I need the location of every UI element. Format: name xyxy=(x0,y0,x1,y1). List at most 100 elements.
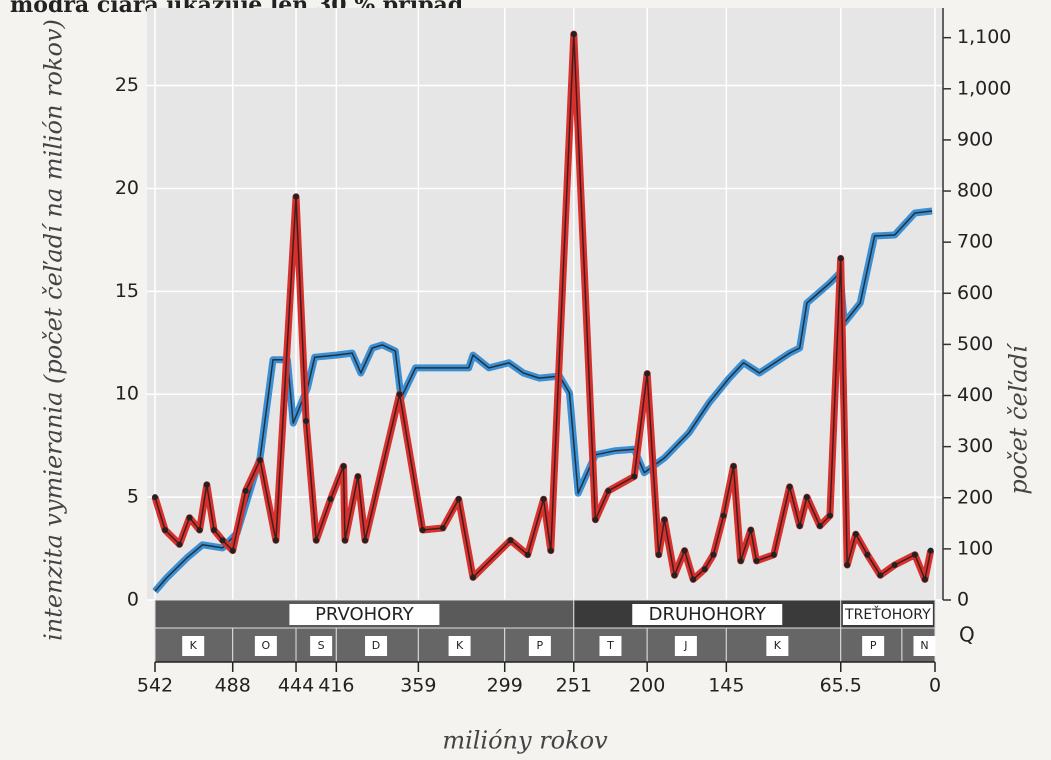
data-point xyxy=(690,576,696,582)
data-point xyxy=(456,496,462,502)
y-tick-label: 15 xyxy=(115,280,139,302)
data-point xyxy=(827,513,833,519)
data-point xyxy=(702,566,708,572)
y2-tick-label: 1,100 xyxy=(957,26,1011,48)
period-label: T xyxy=(606,639,614,652)
data-point xyxy=(838,255,844,261)
data-point xyxy=(362,537,368,543)
x-tick-label: 299 xyxy=(487,675,523,697)
era-label: DRUHOHORY xyxy=(649,604,767,625)
data-point xyxy=(787,484,793,490)
data-point xyxy=(771,552,777,558)
y2-tick-label: 200 xyxy=(957,486,993,508)
data-point xyxy=(922,576,928,582)
period-label: K xyxy=(456,639,464,652)
y2-tick-label: 600 xyxy=(957,282,993,304)
data-point xyxy=(592,517,598,523)
data-point xyxy=(644,371,650,377)
y2-tick-label: 300 xyxy=(957,435,993,457)
y-axis-label: intenzita vymierania (počet čeľadí na mi… xyxy=(40,19,68,641)
era-label: TREŤOHORY xyxy=(844,606,931,623)
data-point xyxy=(187,515,193,521)
data-point xyxy=(440,525,446,531)
data-point xyxy=(243,488,249,494)
data-point xyxy=(341,463,347,469)
y2-tick-label: 0 xyxy=(957,589,969,611)
period-label: P xyxy=(537,639,544,652)
data-point xyxy=(631,474,637,480)
data-point xyxy=(710,552,716,558)
data-point xyxy=(230,548,236,554)
period-label: S xyxy=(318,639,325,652)
data-point xyxy=(817,523,823,529)
data-point xyxy=(864,552,870,558)
data-point xyxy=(804,494,810,500)
data-point xyxy=(661,517,667,523)
y2-tick-label: 400 xyxy=(957,384,993,406)
x-tick-label: 145 xyxy=(708,675,744,697)
data-point xyxy=(313,537,319,543)
period-label: D xyxy=(372,639,380,652)
period-label: K xyxy=(190,639,198,652)
y-tick-label: 0 xyxy=(127,589,139,611)
x-tick-label: 200 xyxy=(629,675,665,697)
data-point xyxy=(928,548,934,554)
data-point xyxy=(656,552,662,558)
x-tick-label: 488 xyxy=(215,675,251,697)
y-tick-label: 10 xyxy=(115,383,139,405)
data-point xyxy=(273,537,279,543)
period-label: O xyxy=(262,639,271,652)
data-point xyxy=(328,496,334,502)
data-point xyxy=(877,572,883,578)
data-point xyxy=(303,418,309,424)
q-label: Q xyxy=(959,623,975,647)
y2-tick-label: 900 xyxy=(957,128,993,150)
y2-tick-label: 700 xyxy=(957,231,993,253)
y2-axis-label: počet čeľadí xyxy=(1005,342,1033,495)
data-point xyxy=(797,523,803,529)
era-label: PRVOHORY xyxy=(315,604,415,625)
data-point xyxy=(720,513,726,519)
data-point xyxy=(548,548,554,554)
data-point xyxy=(197,527,203,533)
data-point xyxy=(672,572,678,578)
x-tick-label: 65.5 xyxy=(820,675,862,697)
data-point xyxy=(162,527,168,533)
x-tick-label: 0 xyxy=(929,675,941,697)
y2-tick-label: 100 xyxy=(957,537,993,559)
data-point xyxy=(541,496,547,502)
data-point xyxy=(342,537,348,543)
y2-tick-label: 800 xyxy=(957,180,993,202)
data-point xyxy=(355,474,361,480)
data-point xyxy=(754,558,760,564)
data-point xyxy=(420,527,426,533)
x-tick-label: 416 xyxy=(318,675,354,697)
data-point xyxy=(738,558,744,564)
period-label: P xyxy=(870,639,877,652)
data-point xyxy=(892,562,898,568)
data-point xyxy=(571,31,577,37)
data-point xyxy=(844,562,850,568)
data-point xyxy=(682,548,688,554)
period-label: K xyxy=(774,639,782,652)
data-point xyxy=(853,531,859,537)
x-tick-label: 251 xyxy=(556,675,592,697)
chart: modrá čiara ukazuje len 30 % prípad. int… xyxy=(0,0,1051,760)
y-tick-label: 5 xyxy=(127,486,139,508)
data-point xyxy=(220,537,226,543)
data-point xyxy=(176,541,182,547)
x-tick-label: 542 xyxy=(137,675,173,697)
y-tick-label: 20 xyxy=(115,177,139,199)
data-point xyxy=(293,194,299,200)
data-point xyxy=(912,552,918,558)
data-point xyxy=(605,488,611,494)
x-tick-label: 359 xyxy=(400,675,436,697)
data-point xyxy=(731,463,737,469)
data-point xyxy=(211,527,217,533)
data-point xyxy=(470,574,476,580)
period-label: N xyxy=(920,639,928,652)
data-point xyxy=(257,457,263,463)
x-axis-label: milióny rokov xyxy=(442,727,608,755)
y2-tick-label: 1,000 xyxy=(957,77,1011,99)
